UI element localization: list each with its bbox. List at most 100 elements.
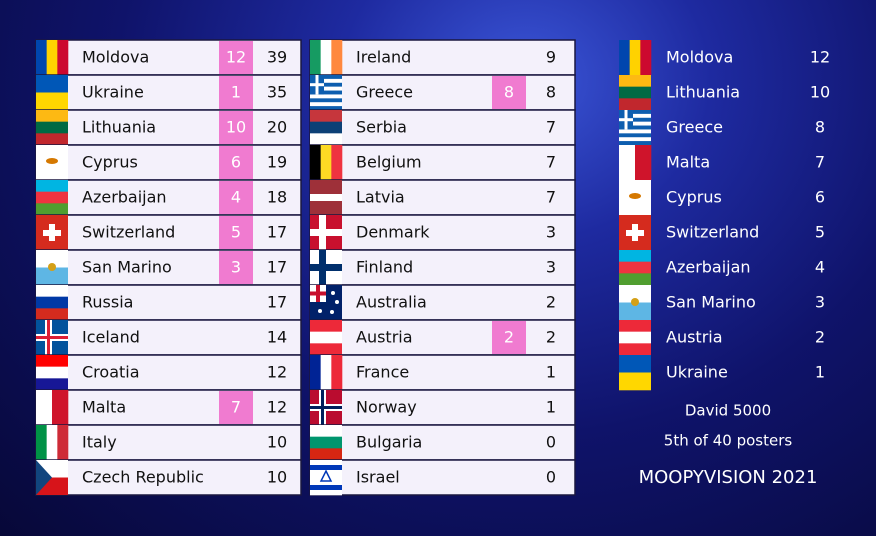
flag (310, 460, 342, 496)
flag (619, 215, 651, 250)
flag-part (310, 40, 321, 75)
flag-part (36, 121, 68, 134)
total-points: 1 (546, 363, 556, 382)
vote-points: 12 (810, 48, 830, 67)
total-points: 7 (546, 153, 556, 172)
flag-part (631, 298, 639, 306)
flag-part (310, 291, 326, 296)
flag-part (635, 145, 652, 180)
flag-part (36, 390, 53, 425)
flag-part (310, 465, 342, 471)
flag-part (36, 355, 68, 367)
received-box (219, 216, 253, 249)
row-background (35, 249, 302, 286)
row-background (35, 424, 302, 461)
flag-part (619, 343, 651, 356)
flag-part (310, 90, 342, 95)
country-name: Cyprus (82, 153, 138, 172)
flag-part (310, 485, 342, 491)
flag-part (310, 94, 342, 99)
vote-points: 1 (815, 363, 825, 382)
row-background (35, 284, 302, 321)
country-name: Denmark (356, 223, 430, 242)
country-name: Russia (82, 293, 133, 312)
flag-part (619, 86, 651, 99)
received-points: 3 (231, 258, 241, 277)
total-points: 10 (267, 468, 287, 487)
flag (310, 390, 342, 425)
flag-part (46, 40, 58, 75)
country-name: Australia (356, 293, 427, 312)
total-points: 18 (267, 188, 287, 207)
flag-part (619, 355, 651, 373)
flag-part (310, 320, 342, 332)
total-points: 0 (546, 468, 556, 487)
country-name: Bulgaria (356, 433, 422, 452)
country-name: Iceland (82, 328, 140, 347)
flag (619, 110, 651, 146)
show-title: MOOPYVISION 2021 (639, 467, 818, 488)
received-points: 5 (231, 223, 241, 242)
total-points: 7 (546, 118, 556, 137)
flag-part (46, 158, 58, 164)
flag-part (619, 302, 651, 321)
flag-part (36, 133, 68, 146)
flag-part (619, 121, 651, 126)
row-background (309, 249, 576, 286)
received-points: 12 (226, 48, 246, 67)
total-points: 17 (267, 293, 287, 312)
flag-part (43, 230, 61, 236)
received-box (492, 76, 526, 109)
country-name: Lithuania (82, 118, 156, 137)
received-points: 6 (231, 153, 241, 172)
flag-part (619, 98, 651, 111)
flag-part (619, 331, 651, 344)
flag-part (310, 490, 342, 496)
flag-part (629, 40, 641, 75)
total-points: 12 (267, 398, 287, 417)
flag-part (310, 121, 342, 134)
flag (619, 285, 651, 321)
row-background (35, 39, 302, 76)
flag (619, 320, 651, 356)
flag-part (310, 102, 342, 107)
vote-country: Moldova (666, 48, 733, 67)
row-background (35, 74, 302, 111)
flag-part (619, 320, 651, 332)
country-name: Israel (356, 468, 400, 487)
vote-points: 8 (815, 118, 825, 137)
flag-part (310, 106, 342, 111)
flag (36, 110, 68, 146)
flag-part (320, 145, 332, 180)
flag-part (619, 137, 651, 142)
flag-part (52, 390, 69, 425)
flag-part (310, 201, 342, 209)
flag-part (310, 82, 342, 87)
flag-part (310, 264, 342, 271)
country-name: Norway (356, 398, 417, 417)
row-background (309, 459, 576, 496)
received-box (219, 146, 253, 179)
flag-part (36, 203, 68, 216)
flag-part (48, 263, 56, 271)
country-name: Switzerland (82, 223, 175, 242)
vote-country: Azerbaijan (666, 258, 751, 277)
flag-part (310, 133, 342, 146)
total-points: 7 (546, 188, 556, 207)
total-points: 9 (546, 48, 556, 67)
row-background (309, 144, 576, 181)
vote-country: Austria (666, 328, 723, 347)
received-box (219, 76, 253, 109)
flag (36, 355, 68, 391)
flag-part (619, 117, 651, 122)
flag-part (310, 460, 342, 466)
flag-part (36, 267, 68, 286)
flag (36, 250, 68, 286)
country-name: Finland (356, 258, 413, 277)
row-background (309, 319, 576, 356)
flag (310, 355, 343, 390)
row-background (35, 179, 302, 216)
total-points: 17 (267, 223, 287, 242)
